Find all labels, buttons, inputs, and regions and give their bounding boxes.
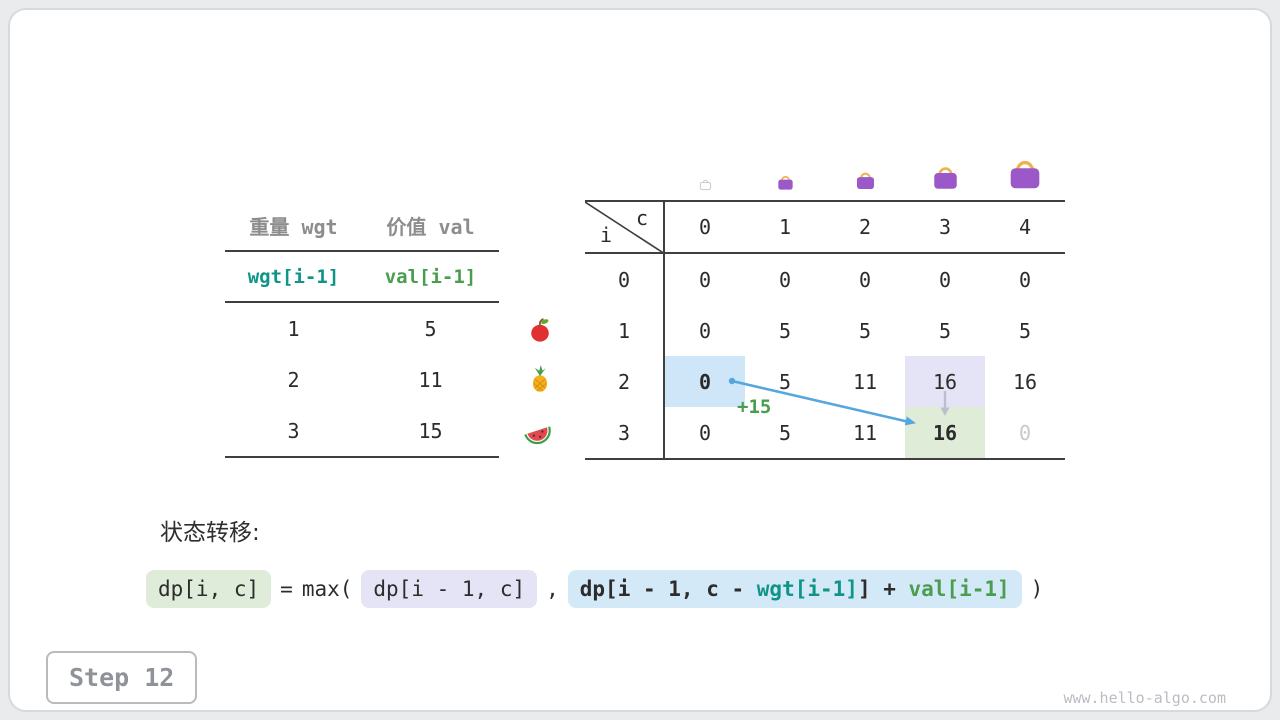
items-row-3: 3 15 bbox=[225, 405, 499, 456]
items-formula-row: wgt[i-1] val[i-1] bbox=[225, 252, 499, 303]
formula-equals: = bbox=[280, 577, 293, 601]
dp-cell-1-3: 5 bbox=[938, 318, 952, 343]
formula-close-paren: ) bbox=[1030, 577, 1044, 601]
dp-cell-1-4: 5 bbox=[1018, 318, 1032, 343]
dp-col-header: 0 bbox=[665, 202, 745, 254]
dp-cell-3-0: 0 bbox=[698, 420, 712, 445]
items-col-weight-header: 重量 wgt bbox=[249, 214, 338, 239]
dp-col-header: 2 bbox=[825, 202, 905, 254]
bag-icon-capacity-1 bbox=[745, 135, 825, 196]
dp-cell-0-0: 0 bbox=[698, 267, 712, 292]
dp-cell-0-1: 0 bbox=[778, 267, 792, 292]
apple-icon bbox=[523, 313, 557, 347]
corner-col-var: c bbox=[635, 206, 648, 230]
step-badge: Step 12 bbox=[46, 651, 198, 704]
corner-row-var: i bbox=[600, 223, 613, 247]
dp-row-header: 3 bbox=[585, 407, 665, 458]
gain-annotation: +15 bbox=[737, 396, 772, 418]
dp-cell-3-4: 0 bbox=[1018, 420, 1032, 445]
watermelon-icon bbox=[521, 416, 555, 450]
state-transition-formula: dp[i, c] = max( dp[i - 1, c] , dp[i - 1,… bbox=[146, 570, 1043, 608]
val-formula-label: val[i-1] bbox=[384, 265, 477, 288]
dp-row-header: 2 bbox=[585, 356, 665, 407]
dp-cell-3-3-target-highlight: 16 bbox=[905, 407, 985, 458]
bag-icon-capacity-2 bbox=[825, 135, 905, 196]
corner-diagonal-line bbox=[585, 202, 665, 254]
formula-arg2-mid: ] + bbox=[857, 577, 909, 601]
transition-label: 状态转移: bbox=[160, 520, 260, 546]
dp-row-header: 1 bbox=[585, 305, 665, 356]
dp-grid: c i 0 1 2 3 4 0 0 0 0 0 0 1 0 5 5 5 5 2 … bbox=[585, 200, 1065, 460]
items-header-row: 重量 wgt 价值 val bbox=[225, 200, 499, 252]
formula-comma: , bbox=[546, 577, 559, 601]
dp-row-header: 0 bbox=[585, 254, 665, 305]
dp-col-header: 3 bbox=[905, 202, 985, 254]
item-value: 5 bbox=[424, 316, 437, 341]
dp-cell-1-0: 0 bbox=[698, 318, 712, 343]
dp-corner-cell: c i bbox=[585, 202, 665, 254]
dp-cell-3-2: 11 bbox=[852, 420, 878, 445]
item-weight: 1 bbox=[287, 316, 300, 341]
dp-cell-3-1: 5 bbox=[778, 420, 792, 445]
items-row-1: 1 5 bbox=[225, 303, 499, 354]
formula-arg2: dp[i - 1, c - wgt[i-1]] + val[i-1] bbox=[567, 570, 1022, 608]
items-col-value-header: 价值 val bbox=[386, 214, 475, 239]
formula-arg2-prefix: dp[i - 1, c - bbox=[579, 577, 757, 601]
item-value: 15 bbox=[418, 418, 443, 443]
bag-icon-capacity-4 bbox=[985, 135, 1065, 196]
content-card: 重量 wgt 价值 val wgt[i-1] val[i-1] 1 5 2 11… bbox=[8, 8, 1272, 712]
dp-cell-1-1: 5 bbox=[778, 318, 792, 343]
dp-cell-0-4: 0 bbox=[1018, 267, 1032, 292]
dp-cell-0-3: 0 bbox=[938, 267, 952, 292]
dp-col-header: 1 bbox=[745, 202, 825, 254]
dp-cell-2-0-source-highlight: 0 bbox=[665, 356, 745, 407]
formula-max-open: max( bbox=[301, 577, 353, 601]
formula-arg1: dp[i - 1, c] bbox=[361, 570, 538, 608]
formula-arg2-wgt: wgt[i-1] bbox=[756, 577, 858, 601]
dp-cell-1-2: 5 bbox=[858, 318, 872, 343]
item-weight: 2 bbox=[287, 367, 300, 392]
watermark: www.hello-algo.com bbox=[1063, 689, 1226, 707]
item-value: 11 bbox=[418, 367, 443, 392]
formula-arg2-val: val[i-1] bbox=[908, 577, 1010, 601]
bag-icon-capacity-3 bbox=[905, 135, 985, 196]
dp-col-header: 4 bbox=[985, 202, 1065, 254]
items-row-2: 2 11 bbox=[225, 354, 499, 405]
items-table: 重量 wgt 价值 val wgt[i-1] val[i-1] 1 5 2 11… bbox=[225, 200, 499, 458]
formula-lhs: dp[i, c] bbox=[146, 570, 272, 608]
item-weight: 3 bbox=[287, 418, 300, 443]
pineapple-icon bbox=[523, 362, 557, 396]
dp-cell-2-3-prev-highlight: 16 bbox=[905, 356, 985, 407]
dp-cell-0-2: 0 bbox=[858, 267, 872, 292]
wgt-formula-label: wgt[i-1] bbox=[247, 265, 340, 288]
dp-cell-2-4: 16 bbox=[1012, 369, 1038, 394]
dp-cell-2-2: 11 bbox=[852, 369, 878, 394]
dp-table: c i 0 1 2 3 4 0 0 0 0 0 0 1 0 5 5 5 5 2 … bbox=[585, 135, 1066, 470]
bag-icon-capacity-0 bbox=[665, 135, 745, 196]
bag-icon-row bbox=[665, 135, 1065, 196]
